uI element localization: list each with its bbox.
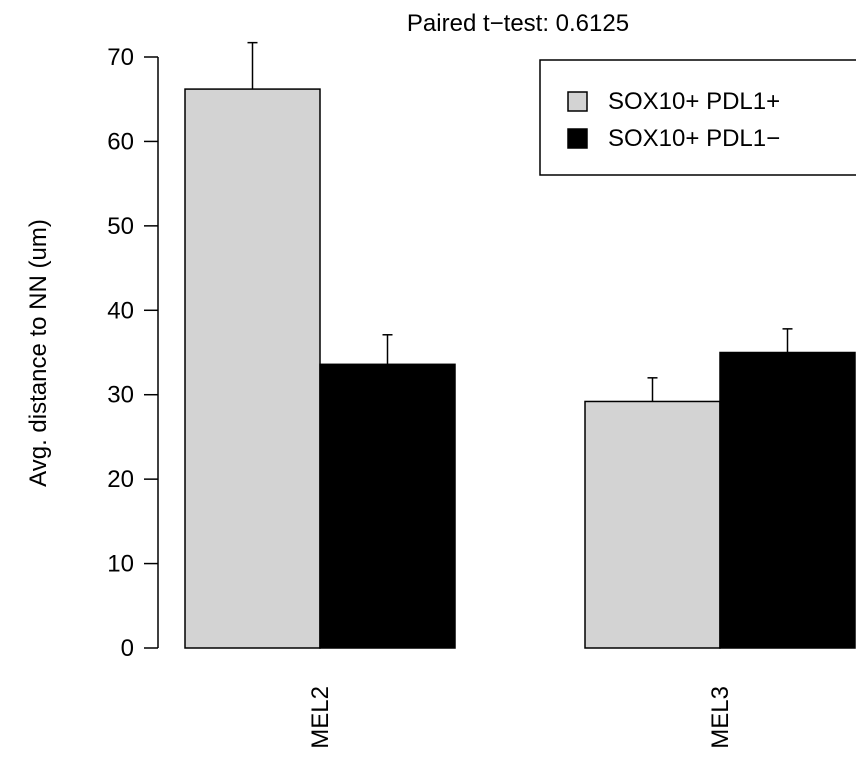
legend-label: SOX10+ PDL1− <box>608 125 780 152</box>
x-tick-label: MEL3 <box>707 686 734 749</box>
legend-box <box>539 59 856 176</box>
y-axis: 0 10 20 30 40 50 60 70 <box>107 44 159 662</box>
bar <box>719 351 856 649</box>
y-tick-label: 40 <box>107 297 134 324</box>
x-axis-labels: MEL2 MEL3 <box>307 686 734 749</box>
y-tick-label: 70 <box>107 44 134 71</box>
y-tick-label: 50 <box>107 213 134 240</box>
y-tick-label: 60 <box>107 128 134 155</box>
bar <box>584 400 721 649</box>
x-tick-label: MEL2 <box>307 686 334 749</box>
legend-swatch <box>567 91 588 112</box>
y-tick-label: 10 <box>107 551 134 578</box>
bars-group <box>184 41 856 649</box>
y-axis-label: Avg. distance to NN (um) <box>25 219 52 487</box>
legend-label: SOX10+ PDL1+ <box>608 88 780 115</box>
bar <box>184 88 321 649</box>
bar <box>319 363 456 649</box>
y-tick-label: 20 <box>107 466 134 493</box>
legend: SOX10+ PDL1+ SOX10+ PDL1− <box>539 59 856 176</box>
legend-swatch <box>567 128 588 149</box>
chart-title: Paired t−test: 0.6125 <box>407 10 629 37</box>
y-tick-label: 30 <box>107 382 134 409</box>
y-tick-label: 0 <box>121 635 134 662</box>
